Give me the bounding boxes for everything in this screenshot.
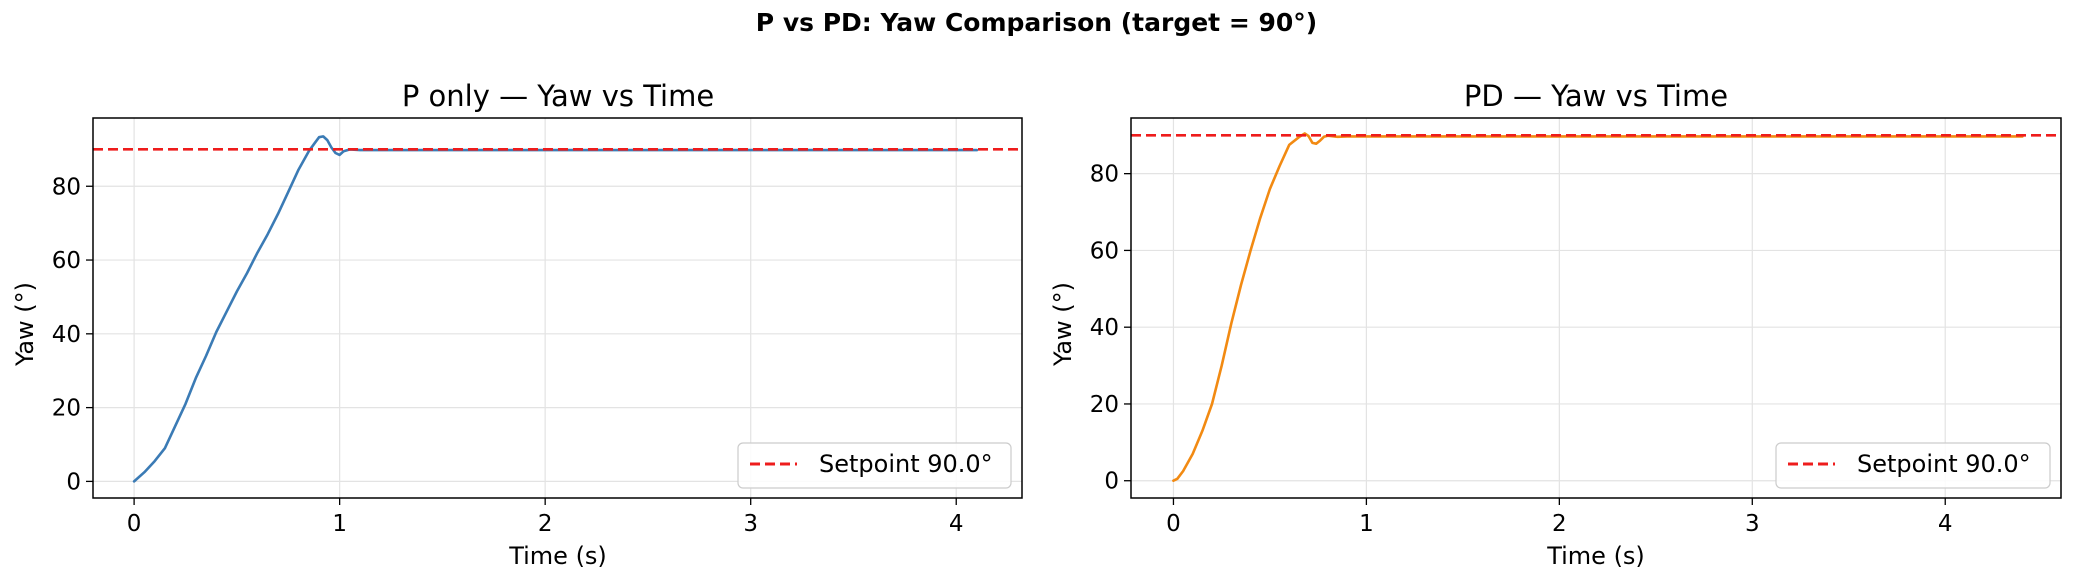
pd-legend-label: Setpoint 90.0° bbox=[1857, 450, 2031, 478]
pd-y-axis-label: Yaw (°) bbox=[1049, 282, 1077, 367]
pd-chart-title: PD — Yaw vs Time bbox=[1464, 79, 1728, 113]
pd-y-tick-label: 40 bbox=[1090, 315, 1119, 341]
pd-y-tick-label: 0 bbox=[1104, 469, 1119, 495]
figure-title: P vs PD: Yaw Comparison (target = 90°) bbox=[755, 8, 1318, 37]
p-only-axes-frame bbox=[92, 117, 1023, 499]
p-only-y-tick-label: 60 bbox=[52, 248, 81, 274]
p-only-panel: P only — Yaw vs Time Time (s) Yaw (°) 0 1… bbox=[11, 79, 1023, 570]
pd-y-tick-label: 60 bbox=[1090, 238, 1119, 264]
pd-x-tick-label: 3 bbox=[1745, 511, 1760, 537]
pd-x-axis-label: Time (s) bbox=[1546, 542, 1645, 570]
p-only-x-tick-label: 2 bbox=[538, 511, 553, 537]
p-only-y-tick-label: 20 bbox=[52, 396, 81, 422]
pd-y-tick-label: 20 bbox=[1090, 392, 1119, 418]
p-only-x-tick-label: 3 bbox=[743, 511, 758, 537]
pd-x-tick-label: 2 bbox=[1552, 511, 1567, 537]
pd-x-tick-label: 0 bbox=[1166, 511, 1181, 537]
p-only-x-axis-label: Time (s) bbox=[508, 542, 607, 570]
pd-y-tick-label: 80 bbox=[1090, 162, 1119, 188]
pd-panel: PD — Yaw vs Time Time (s) Yaw (°) 0 1 2 3 40… bbox=[1049, 79, 2062, 570]
pd-yaw-line bbox=[1172, 132, 2024, 483]
p-only-legend-box bbox=[737, 442, 1012, 489]
p-only-x-tick-label: 0 bbox=[127, 511, 142, 537]
p-only-y-axis-label: Yaw (°) bbox=[11, 282, 39, 367]
p-only-y-tick-label: 0 bbox=[66, 469, 81, 495]
p-only-grid bbox=[93, 118, 1022, 498]
p-only-legend-label: Setpoint 90.0° bbox=[819, 450, 993, 478]
p-only-yaw-line bbox=[132, 135, 979, 483]
p-only-y-tick-label: 40 bbox=[52, 322, 81, 348]
p-only-x-tick-label: 4 bbox=[949, 511, 964, 537]
p-only-chart-title: P only — Yaw vs Time bbox=[402, 79, 714, 113]
pd-grid bbox=[1131, 118, 2061, 498]
pd-plot-area bbox=[1131, 132, 2061, 483]
pd-x-tick-label: 4 bbox=[1938, 511, 1953, 537]
p-only-y-tick-label: 80 bbox=[52, 174, 81, 200]
pd-legend: Setpoint 90.0° bbox=[1775, 442, 2051, 489]
pd-legend-box bbox=[1775, 442, 2051, 489]
pd-axes-frame bbox=[1130, 117, 2062, 499]
p-only-plot-area bbox=[93, 135, 1022, 483]
p-only-x-tick-label: 1 bbox=[332, 511, 347, 537]
pd-x-tick-label: 1 bbox=[1359, 511, 1374, 537]
p-only-legend: Setpoint 90.0° bbox=[737, 442, 1012, 489]
